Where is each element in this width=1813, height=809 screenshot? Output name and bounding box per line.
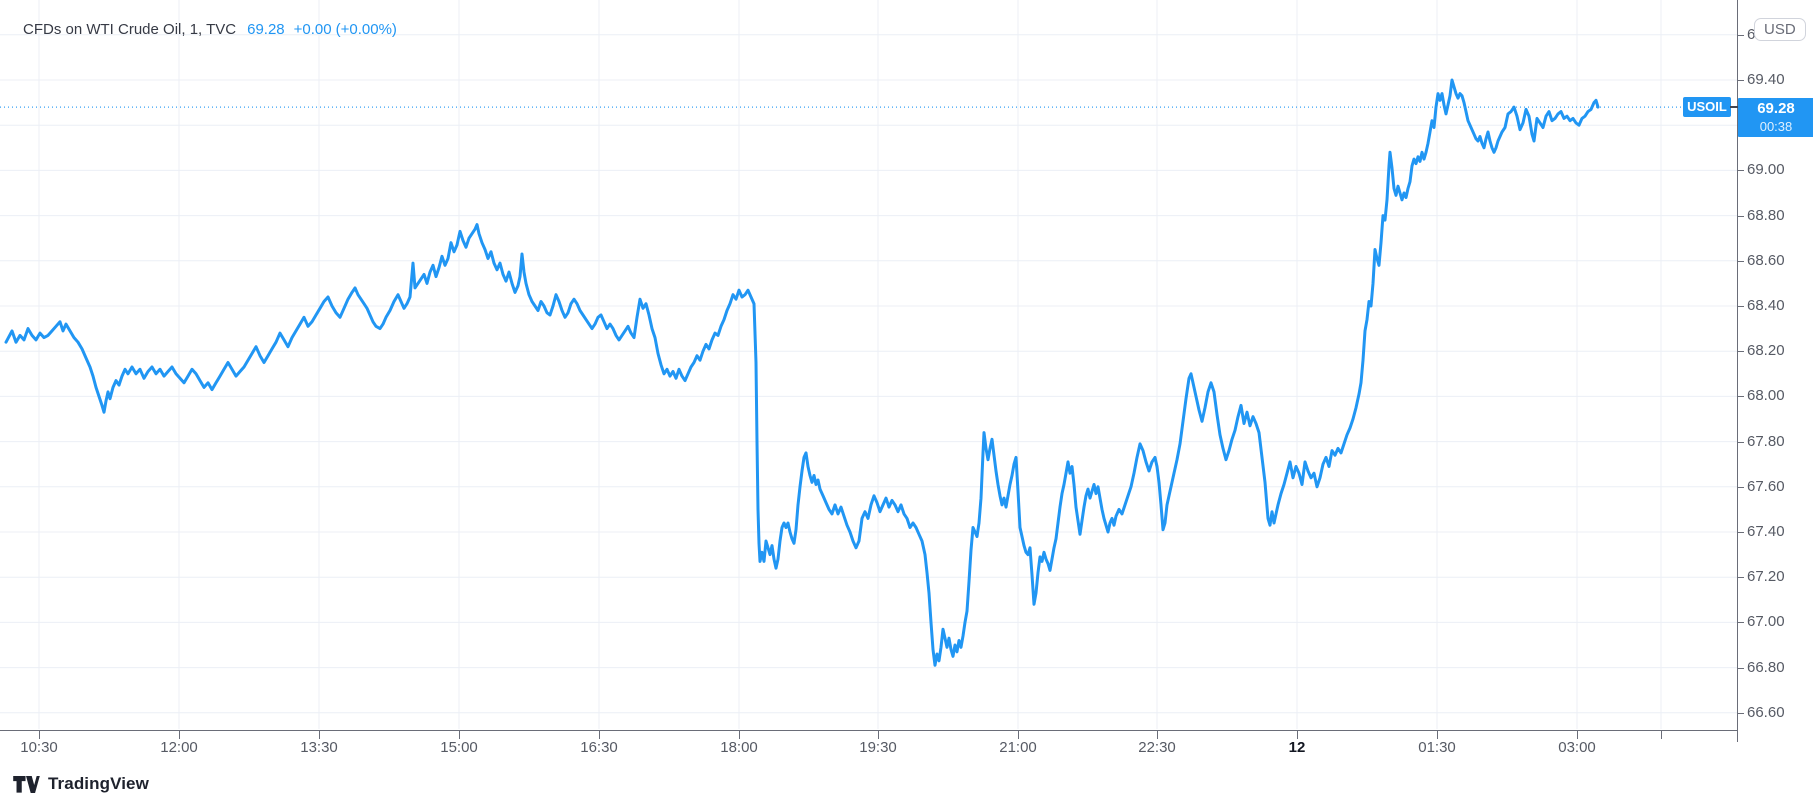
price-label: 68.40 — [1747, 297, 1785, 314]
last-price-box: 69.28 00:38 — [1738, 98, 1813, 137]
time-label: 03:00 — [1558, 739, 1596, 756]
time-label: 01:30 — [1418, 739, 1456, 756]
legend-change-percent: (+0.00%) — [335, 21, 397, 38]
time-label: 15:00 — [440, 739, 478, 756]
price-tick — [1738, 35, 1744, 36]
time-label: 10:30 — [20, 739, 58, 756]
price-label: 67.60 — [1747, 478, 1785, 495]
price-tick — [1738, 351, 1744, 352]
tradingview-logo[interactable]: TradingView — [13, 774, 149, 794]
chart-svg — [0, 0, 1737, 729]
price-axis[interactable]: USD 69.28 00:38 69.6069.4069.0068.8068.6… — [1737, 0, 1813, 742]
price-label: 67.80 — [1747, 433, 1785, 450]
price-label: 68.60 — [1747, 252, 1785, 269]
symbol-description[interactable]: CFDs on WTI Crude Oil, 1, TVC — [23, 21, 237, 38]
price-line-series — [4, 78, 1600, 667]
last-price-tick — [1730, 106, 1738, 108]
time-label: 21:00 — [999, 739, 1037, 756]
time-label: 12:00 — [160, 739, 198, 756]
time-tick — [1661, 731, 1662, 739]
currency-button[interactable]: USD — [1754, 18, 1806, 41]
price-tick — [1738, 713, 1744, 714]
time-tick — [39, 731, 40, 739]
last-price-value: 69.28 — [1757, 100, 1795, 117]
time-tick — [1297, 731, 1298, 739]
price-tick — [1738, 487, 1744, 488]
time-tick — [459, 731, 460, 739]
symbol-price-label: USOIL — [1683, 97, 1731, 117]
time-tick — [319, 731, 320, 739]
time-label: 22:30 — [1138, 739, 1176, 756]
price-tick — [1738, 170, 1744, 171]
price-tick — [1738, 216, 1744, 217]
price-tick — [1738, 532, 1744, 533]
price-label: 66.80 — [1747, 659, 1785, 676]
time-label: 19:30 — [859, 739, 897, 756]
symbol-legend: CFDs on WTI Crude Oil, 1, TVC 69.28 +0.00(… — [23, 21, 397, 38]
price-tick — [1738, 80, 1744, 81]
price-tick — [1738, 577, 1744, 578]
chart-pane[interactable] — [0, 0, 1737, 729]
time-label: 18:00 — [720, 739, 758, 756]
price-tick — [1738, 306, 1744, 307]
price-label: 69.40 — [1747, 71, 1785, 88]
time-tick — [599, 731, 600, 739]
bar-countdown: 00:38 — [1759, 119, 1793, 134]
time-tick — [1577, 731, 1578, 739]
price-tick — [1738, 622, 1744, 623]
time-tick — [878, 731, 879, 739]
time-label: 16:30 — [580, 739, 618, 756]
price-label: 66.60 — [1747, 704, 1785, 721]
tradingview-logo-text: TradingView — [48, 774, 149, 793]
price-label: 68.20 — [1747, 342, 1785, 359]
price-label: 67.20 — [1747, 568, 1785, 585]
price-tick — [1738, 396, 1744, 397]
time-tick — [1157, 731, 1158, 739]
price-label: 68.80 — [1747, 207, 1785, 224]
time-axis[interactable]: 10:30 12:00 13:30 15:00 16:30 18:00 19:30 21:00… — [0, 730, 1737, 763]
price-tick — [1738, 261, 1744, 262]
price-tick — [1738, 442, 1744, 443]
legend-last-price: 69.28 — [247, 21, 285, 38]
price-tick — [1738, 668, 1744, 669]
time-tick — [1018, 731, 1019, 739]
time-tick — [1437, 731, 1438, 739]
time-tick — [739, 731, 740, 739]
price-label: 68.00 — [1747, 387, 1785, 404]
price-label: 67.00 — [1747, 613, 1785, 630]
time-label: 13:30 — [300, 739, 338, 756]
price-label: 67.40 — [1747, 523, 1785, 540]
legend-change: +0.00 — [293, 21, 332, 38]
time-tick — [179, 731, 180, 739]
time-label-date: 12 — [1288, 739, 1306, 756]
price-label: 69.00 — [1747, 161, 1785, 178]
tradingview-logo-icon — [13, 775, 40, 793]
